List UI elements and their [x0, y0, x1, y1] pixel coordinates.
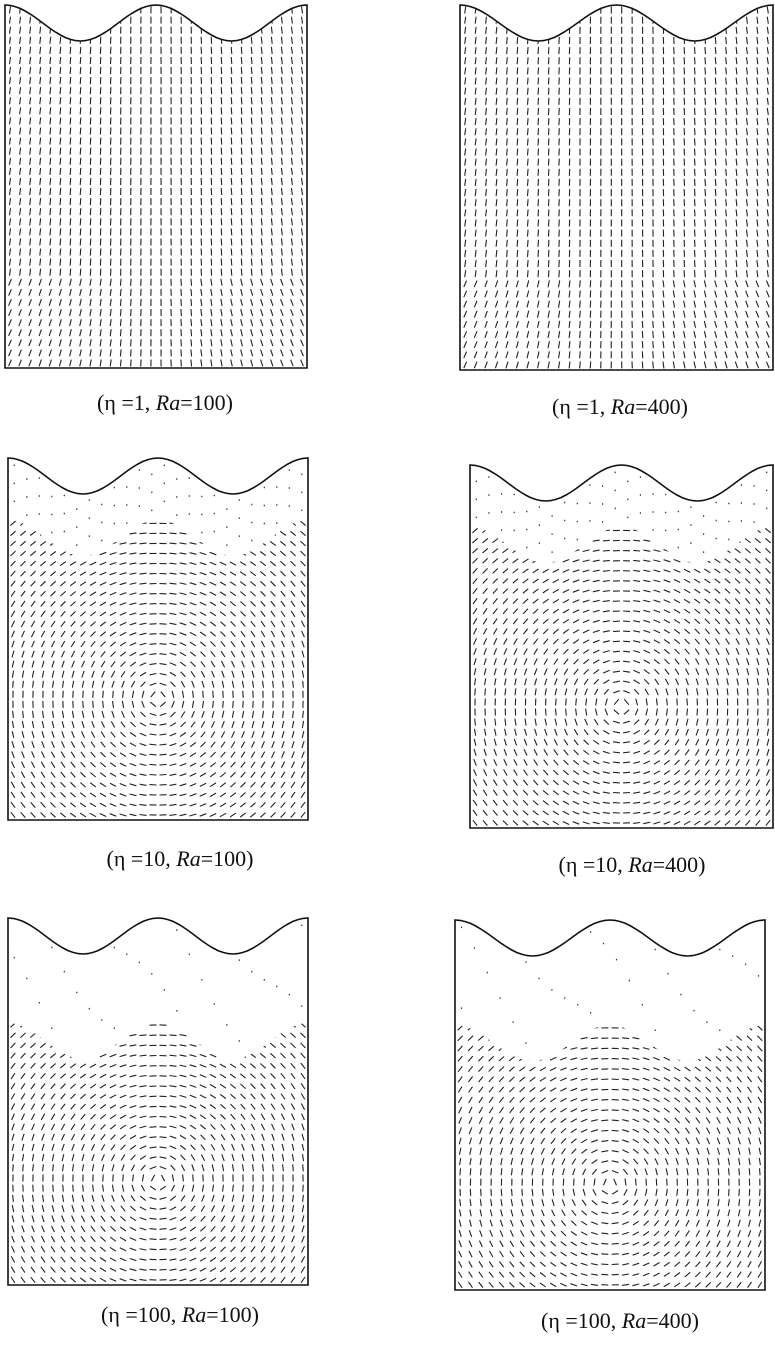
sparse-vectors	[462, 927, 759, 1044]
caption-text: =100)	[201, 846, 254, 871]
caption-variable: Ra	[610, 394, 635, 419]
panel-caption: (η =10, Ra=400)	[559, 852, 706, 877]
caption-text: =400)	[635, 394, 688, 419]
caption-variable: Ra	[175, 846, 200, 871]
caption-text: (η =10,	[107, 846, 177, 871]
caption-text: =400)	[653, 852, 706, 877]
caption-variable: Ra	[621, 1308, 646, 1333]
panel-caption: (η =100, Ra=100)	[101, 1302, 259, 1327]
panel-caption: (η =1, Ra=100)	[97, 390, 233, 415]
caption-variable: Ra	[155, 390, 180, 415]
caption-text: (η =100,	[101, 1302, 182, 1327]
caption-text: (η =10,	[559, 852, 629, 877]
caption-text: (η =1,	[552, 394, 611, 419]
figure: (η =1, Ra=100)(η =1, Ra=400)(η =10, Ra=1…	[0, 0, 775, 1348]
panel-caption: (η =1, Ra=400)	[552, 394, 688, 419]
vector-field	[464, 7, 769, 369]
caption-text: =400)	[646, 1308, 699, 1333]
caption-text: (η =1,	[97, 390, 156, 415]
vector-field	[10, 461, 306, 818]
caption-text: =100)	[206, 1302, 259, 1327]
vector-field	[472, 468, 771, 826]
caption-variable: Ra	[627, 852, 652, 877]
panel-caption: (η =100, Ra=400)	[541, 1308, 699, 1333]
vector-field	[457, 923, 763, 1287]
vector-field	[9, 7, 304, 367]
sparse-vectors	[14, 925, 302, 1042]
page: (η =1, Ra=100)(η =1, Ra=400)(η =10, Ra=1…	[0, 0, 775, 1348]
caption-text: =100)	[180, 390, 233, 415]
vector-field	[10, 921, 306, 1282]
sparse-vectors	[14, 465, 302, 546]
panel-caption: (η =10, Ra=100)	[107, 846, 254, 871]
sparse-vectors	[476, 472, 766, 553]
caption-text: (η =100,	[541, 1308, 622, 1333]
caption-variable: Ra	[181, 1302, 206, 1327]
